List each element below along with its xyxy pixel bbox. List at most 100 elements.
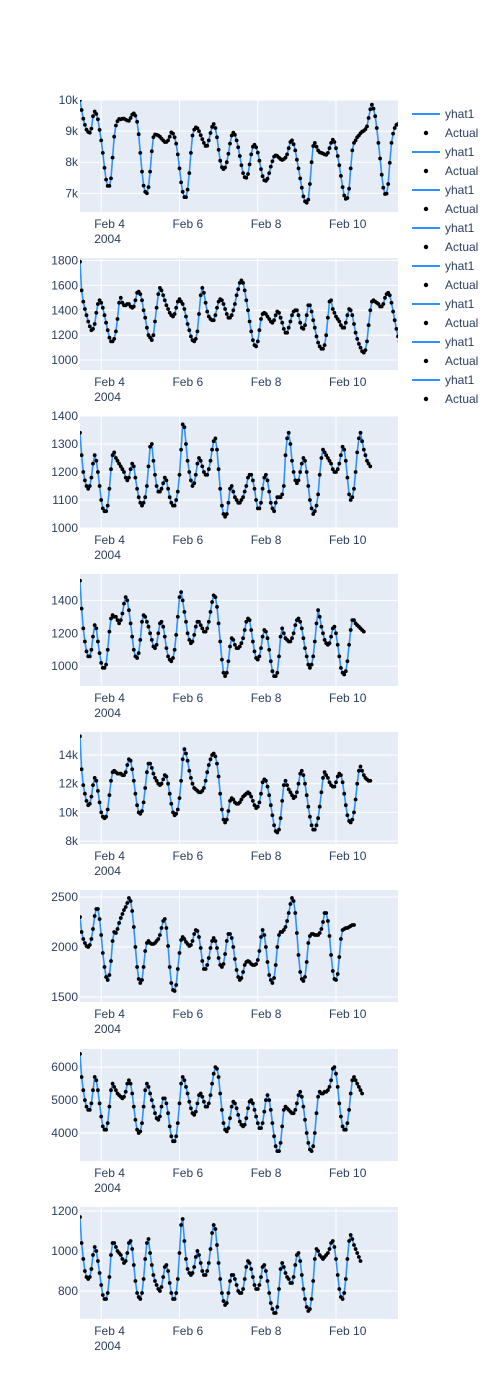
legend-marker-swatch [423,396,429,402]
actual-point [109,778,113,783]
legend-item-actual[interactable]: Actual [423,126,479,140]
legend[interactable]: yhat1 Actual yhat1 Actual yhat1 Actual yhat1 Ac… [412,107,478,406]
legend-item-yhat1[interactable]: yhat1 [412,221,475,235]
x-tick-year-label: 2004 [94,390,121,404]
actual-point [159,1104,164,1109]
actual-point [242,288,247,293]
actual-point [291,899,296,903]
actual-point [151,771,156,776]
actual-point [252,486,257,491]
actual-point [131,304,136,309]
actual-point [153,1279,157,1283]
y-tick-label: 8k [65,155,79,169]
actual-point [158,933,162,937]
actual-point [114,1088,118,1093]
actual-point [308,498,312,502]
actual-point [154,305,159,310]
legend-item-actual[interactable]: Actual [423,392,479,406]
actual-point [335,972,340,976]
actual-point [231,638,236,642]
actual-point [175,967,180,971]
actual-point [172,312,177,316]
actual-point [381,302,386,306]
actual-point [226,1291,231,1295]
actual-point [105,647,110,652]
actual-point [87,130,92,135]
actual-point [293,623,298,627]
actual-markers [80,100,398,205]
legend-item-yhat1[interactable]: yhat1 [412,145,475,159]
actual-point [257,800,262,805]
legend-item-yhat1[interactable]: yhat1 [412,183,475,197]
actual-point [179,447,184,452]
actual-point [218,158,223,163]
actual-point [252,803,257,808]
actual-point [220,807,224,812]
actual-point [104,975,108,979]
actual-point [378,156,382,161]
actual-point [299,768,304,773]
actual-point [99,300,104,305]
actual-point [262,475,267,480]
actual-point [260,1121,265,1125]
actual-point [330,467,335,472]
actual-point [169,1134,174,1139]
actual-point [288,902,293,906]
actual-point [151,1273,156,1277]
actual-point [92,1075,97,1079]
actual-point [94,112,99,116]
actual-point [169,801,174,806]
legend-marker-swatch [423,320,429,326]
actual-point [251,1275,255,1279]
actual-point [381,185,386,190]
actual-point [283,155,288,160]
actual-point [130,909,135,913]
actual-point [268,978,273,982]
actual-point [120,912,125,916]
actual-point [262,1263,267,1267]
actual-point [107,335,112,340]
legend-item-actual[interactable]: Actual [423,354,479,368]
actual-point [109,176,113,181]
actual-point [280,799,285,803]
legend-item-yhat1[interactable]: yhat1 [412,259,475,273]
actual-point [366,116,371,120]
actual-point [135,486,140,491]
actual-point [123,905,128,909]
actual-point [358,764,363,769]
actual-point [213,754,218,759]
legend-item-yhat1[interactable]: yhat1 [412,297,475,311]
actual-point [172,989,177,993]
legend-item-yhat1[interactable]: yhat1 [412,373,475,387]
actual-point [231,1273,236,1277]
legend-item-yhat1[interactable]: yhat1 [412,107,475,121]
legend-item-actual[interactable]: Actual [423,202,479,216]
actual-point [172,503,177,508]
actual-point [306,804,311,809]
actual-point [298,470,303,474]
actual-point [107,793,112,798]
actual-point [126,608,131,613]
actual-point [197,129,201,134]
actual-point [259,791,263,796]
actual-point [303,458,307,463]
actual-point [128,1239,133,1243]
actual-point [312,325,317,330]
legend-item-actual[interactable]: Actual [423,316,479,330]
legend-item-yhat1[interactable]: yhat1 [412,335,475,349]
actual-point [96,302,100,306]
actual-point [215,135,219,140]
actual-point [221,1121,226,1125]
actual-point [221,1299,226,1303]
actual-point [185,758,190,763]
actual-point [180,598,185,603]
legend-item-actual[interactable]: Actual [423,240,479,254]
actual-point [115,317,120,321]
actual-point [138,1129,143,1134]
actual-point [189,1106,193,1111]
legend-item-actual[interactable]: Actual [423,164,479,178]
actual-point [342,325,347,330]
legend-item-actual[interactable]: Actual [423,278,479,292]
actual-point [229,133,234,138]
actual-point [185,458,190,463]
